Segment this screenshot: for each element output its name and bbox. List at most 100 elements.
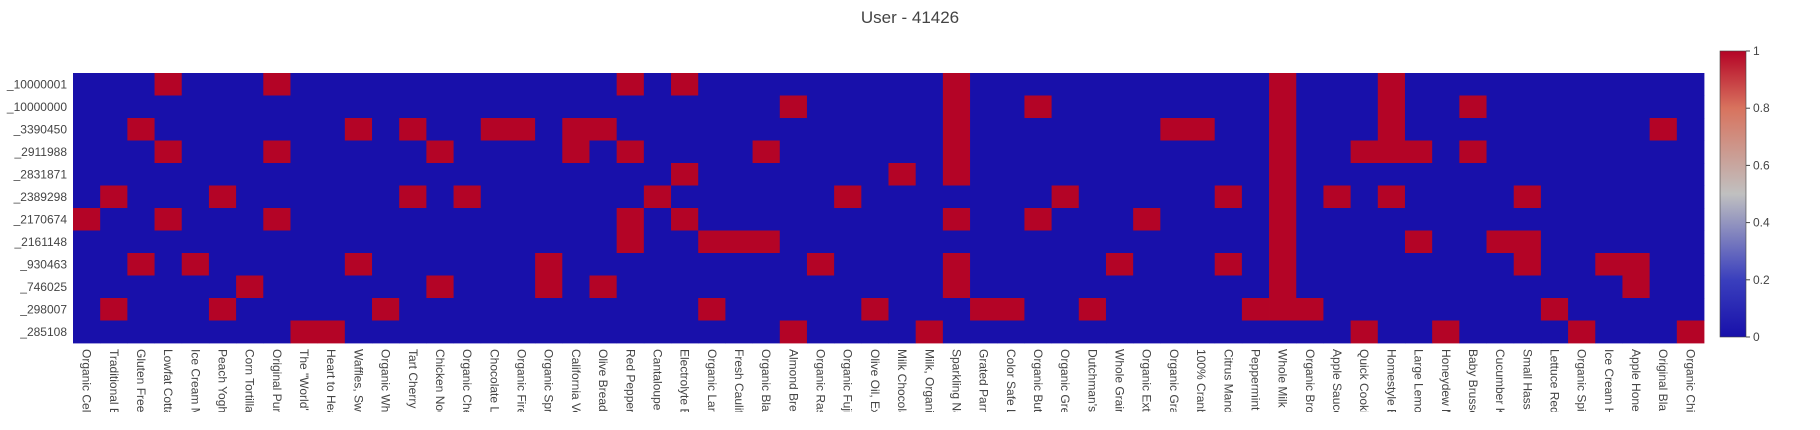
heatmap-cell bbox=[942, 208, 971, 231]
x-tick-label: Color Safe L bbox=[1004, 349, 1018, 416]
heatmap-cell bbox=[1486, 118, 1515, 141]
heatmap-cell bbox=[100, 140, 128, 164]
heatmap-cell bbox=[1078, 118, 1107, 141]
heatmap-cell bbox=[1214, 163, 1243, 186]
heatmap-cell bbox=[1160, 298, 1188, 321]
heatmap-cell bbox=[1377, 95, 1406, 119]
heatmap-cell bbox=[1377, 230, 1406, 254]
heatmap-cell bbox=[236, 253, 264, 276]
heatmap-cell bbox=[616, 230, 645, 254]
heatmap-cell bbox=[861, 185, 889, 209]
heatmap-cell bbox=[861, 320, 889, 344]
heatmap-cell bbox=[372, 230, 400, 254]
heatmap-cell bbox=[1160, 118, 1188, 141]
heatmap-cell bbox=[806, 253, 835, 276]
heatmap-cell bbox=[317, 208, 346, 231]
heatmap-cell bbox=[806, 95, 835, 119]
heatmap-cell bbox=[453, 73, 482, 96]
heatmap-cell bbox=[861, 298, 889, 321]
heatmap-cell bbox=[997, 140, 1025, 164]
heatmap-cell bbox=[1350, 95, 1379, 119]
heatmap-cell bbox=[752, 73, 781, 96]
heatmap-cell bbox=[372, 73, 400, 96]
heatmap-cell bbox=[997, 320, 1025, 344]
heatmap-cell bbox=[1404, 73, 1433, 96]
heatmap-cell bbox=[208, 298, 237, 321]
heatmap-cell bbox=[752, 320, 781, 344]
heatmap-cell bbox=[535, 230, 563, 254]
heatmap-cell bbox=[562, 275, 590, 299]
heatmap-cell bbox=[915, 163, 944, 186]
heatmap-cell bbox=[1486, 140, 1515, 164]
heatmap-cell bbox=[1486, 95, 1515, 119]
heatmap-cell bbox=[1241, 298, 1270, 321]
heatmap-cell bbox=[1432, 140, 1460, 164]
heatmap-cell bbox=[752, 275, 781, 299]
heatmap-cell bbox=[208, 73, 237, 96]
y-tick-labels: _10000001 _10000000 _3390450 _2911988 _28318… bbox=[6, 77, 67, 339]
heatmap-cell bbox=[671, 140, 699, 164]
y-tick-label: _285108 bbox=[19, 325, 67, 339]
heatmap-cell bbox=[779, 140, 808, 164]
heatmap-cell bbox=[263, 253, 291, 276]
x-tick-label: Peach Yogh bbox=[216, 349, 230, 413]
heatmap-cell bbox=[1622, 73, 1651, 96]
heatmap-cell bbox=[100, 320, 128, 344]
heatmap-cell bbox=[1214, 208, 1243, 231]
heatmap-cell bbox=[834, 208, 862, 231]
heatmap-cell bbox=[1105, 253, 1134, 276]
heatmap-cell bbox=[1105, 185, 1134, 209]
heatmap-cell bbox=[834, 95, 862, 119]
heatmap-cell bbox=[970, 298, 998, 321]
heatmap-cell bbox=[1187, 320, 1216, 344]
heatmap-cell bbox=[100, 163, 128, 186]
heatmap-cell bbox=[154, 73, 183, 96]
heatmap-cell bbox=[562, 320, 590, 344]
heatmap-cell bbox=[1568, 140, 1596, 164]
y-tick-label: _2170674 bbox=[13, 212, 68, 226]
heatmap-cell bbox=[562, 185, 590, 209]
heatmap-cell bbox=[1676, 163, 1705, 186]
x-tick-label: Quick Cooki bbox=[1357, 349, 1371, 414]
heatmap-cell bbox=[752, 253, 781, 276]
heatmap-cell bbox=[671, 118, 699, 141]
heatmap-cell bbox=[698, 253, 726, 276]
x-tick-label: Large Lemo bbox=[1412, 349, 1426, 413]
heatmap-cell bbox=[290, 320, 319, 344]
x-tick-label: Organic Wh bbox=[379, 349, 393, 412]
heatmap-cell bbox=[290, 73, 319, 96]
heatmap-cell bbox=[834, 253, 862, 276]
heatmap-cell bbox=[1377, 118, 1406, 141]
heatmap-cell bbox=[1568, 73, 1596, 96]
y-tick-label: _930463 bbox=[19, 257, 67, 271]
heatmap-cell bbox=[1459, 185, 1487, 209]
heatmap-cell bbox=[1568, 208, 1596, 231]
heatmap-cell bbox=[779, 163, 808, 186]
x-tick-label: Milk, Organi bbox=[922, 349, 936, 413]
heatmap-cell bbox=[236, 275, 264, 299]
heatmap-cell bbox=[453, 118, 482, 141]
heatmap-cell bbox=[1078, 163, 1107, 186]
heatmap-cell bbox=[589, 298, 618, 321]
x-tick-label: Chocolate L bbox=[487, 349, 501, 413]
heatmap-cell bbox=[671, 275, 699, 299]
heatmap-cell bbox=[127, 298, 155, 321]
heatmap-cell bbox=[73, 73, 101, 96]
heatmap-cell bbox=[1676, 73, 1705, 96]
heatmap-cell bbox=[616, 118, 645, 141]
heatmap-cell bbox=[698, 140, 726, 164]
heatmap-cell bbox=[643, 163, 672, 186]
heatmap-cell bbox=[861, 118, 889, 141]
heatmap-cell bbox=[181, 140, 210, 164]
heatmap-cell bbox=[73, 298, 101, 321]
heatmap-cell bbox=[208, 320, 237, 344]
heatmap-cell bbox=[888, 185, 917, 209]
heatmap-cell bbox=[208, 230, 237, 254]
heatmap-cell bbox=[643, 275, 672, 299]
heatmap-cell bbox=[1595, 185, 1623, 209]
x-tick-label: Sparkling Na bbox=[949, 349, 963, 418]
heatmap-cell bbox=[861, 140, 889, 164]
heatmap-cell bbox=[1404, 320, 1433, 344]
heatmap-cell bbox=[970, 208, 998, 231]
heatmap-cell bbox=[861, 73, 889, 96]
